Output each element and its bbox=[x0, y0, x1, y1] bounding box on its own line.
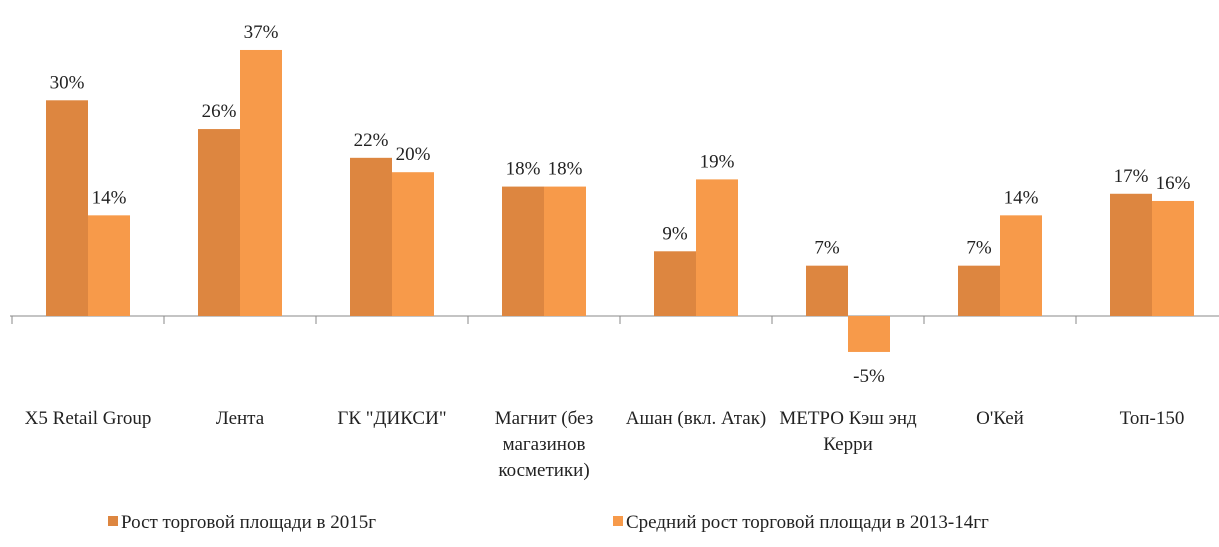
bar bbox=[240, 49, 282, 316]
data-label: 16% bbox=[1156, 173, 1191, 194]
x-tick-label: Магнит (без магазинов косметики) bbox=[494, 408, 594, 481]
data-label: -5% bbox=[853, 366, 885, 387]
legend-label: Рост торговой площади в 2015г bbox=[121, 512, 376, 533]
data-label: 22% bbox=[354, 130, 389, 151]
data-label: 37% bbox=[244, 22, 279, 43]
bar bbox=[958, 265, 1000, 316]
x-tick-label: X5 Retail Group bbox=[24, 408, 152, 429]
x-tick-label: ГК "ДИКСИ" bbox=[337, 408, 447, 429]
bar bbox=[392, 172, 434, 316]
x-tick-label: МЕТРО Кэш энд Керри bbox=[779, 408, 917, 455]
data-label: 26% bbox=[202, 101, 237, 122]
legend-swatch bbox=[613, 516, 623, 526]
legend-swatch bbox=[108, 516, 118, 526]
data-label: 18% bbox=[506, 159, 541, 180]
bar bbox=[502, 186, 544, 316]
x-tick-label: Топ-150 bbox=[1119, 408, 1185, 429]
bar bbox=[1000, 215, 1042, 316]
bar bbox=[88, 215, 130, 316]
bar bbox=[198, 129, 240, 316]
data-label: 9% bbox=[662, 223, 688, 244]
data-label: 19% bbox=[700, 151, 735, 172]
legend-label: Средний рост торговой площади в 2013-14г… bbox=[626, 512, 989, 533]
bar bbox=[350, 157, 392, 316]
data-label: 17% bbox=[1114, 166, 1149, 187]
x-tick-label: Ашан (вкл. Атак) bbox=[625, 408, 767, 429]
data-label: 14% bbox=[1004, 187, 1039, 208]
data-label: 18% bbox=[548, 159, 583, 180]
x-tick-label: Лента bbox=[215, 408, 265, 429]
data-label: 20% bbox=[396, 144, 431, 165]
bar bbox=[654, 251, 696, 316]
x-tick-label: О'Кей bbox=[976, 408, 1024, 429]
bar bbox=[1110, 193, 1152, 316]
bar bbox=[806, 265, 848, 316]
bar bbox=[848, 316, 890, 352]
data-label: 7% bbox=[966, 238, 992, 259]
data-label: 30% bbox=[50, 72, 85, 93]
data-label: 7% bbox=[814, 238, 840, 259]
bar bbox=[544, 186, 586, 316]
data-label: 14% bbox=[92, 187, 127, 208]
bar bbox=[46, 100, 88, 316]
bar bbox=[696, 179, 738, 316]
bar bbox=[1152, 200, 1194, 316]
